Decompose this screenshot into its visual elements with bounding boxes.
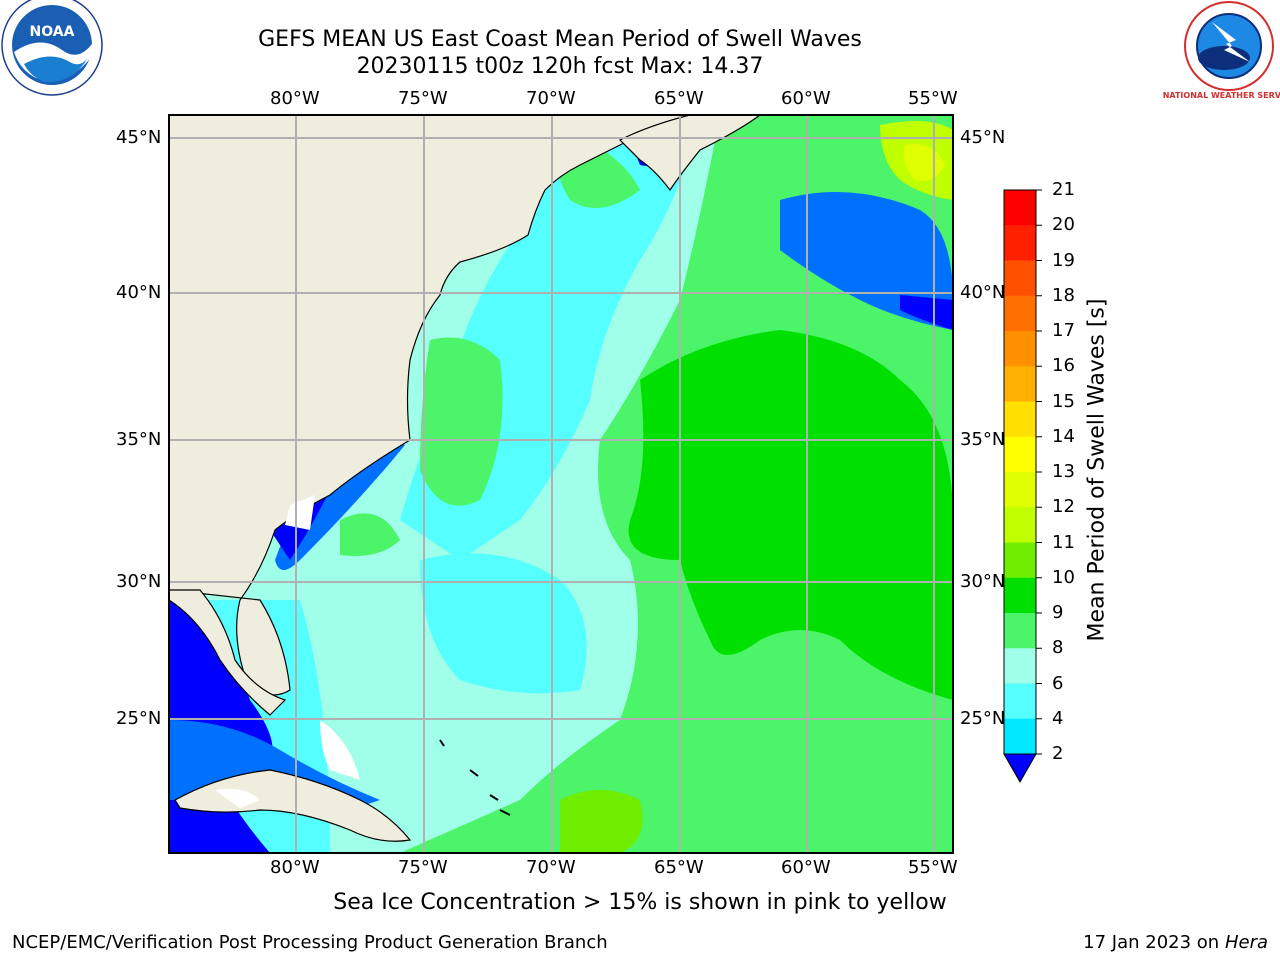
colorbar-tick-label: 20: [1052, 214, 1075, 236]
map-title: GEFS MEAN US East Coast Mean Period of S…: [258, 27, 862, 52]
colorbar-bin: [1004, 260, 1036, 297]
colorbar-bin: [1004, 542, 1036, 579]
colorbar-tick-label: 21: [1052, 179, 1075, 200]
colorbar-bin: [1004, 507, 1036, 543]
colorbar-bin: [1004, 613, 1036, 649]
lat-label-35n-right: 35°N: [960, 429, 1006, 450]
lat-label-25n-right: 25°N: [960, 708, 1006, 729]
footer-date-text: 17 Jan 2023 on: [1083, 932, 1220, 953]
lat-label-40n-right: 40°N: [960, 282, 1006, 303]
graticule: [169, 115, 953, 853]
colorbar-tick-label: 9: [1052, 602, 1064, 623]
lon-label-65w-top: 65°W: [654, 88, 704, 109]
footer-credit: NCEP/EMC/Verification Post Processing Pr…: [12, 932, 608, 953]
colorbar-bin: [1004, 683, 1036, 720]
noaa-logo-text: NOAA: [30, 24, 75, 40]
footer-machine: Hera: [1224, 932, 1268, 953]
lon-label-70w-top: 70°W: [526, 88, 576, 109]
colorbar-tick-label: 14: [1052, 425, 1075, 447]
colorbar-bin: [1004, 718, 1036, 755]
colorbar-tick-label: 13: [1052, 461, 1075, 482]
colorbar-tick-label: 18: [1052, 284, 1075, 306]
colorbar-tick-label: 4: [1052, 707, 1064, 729]
colorbar-tick-label: 6: [1052, 672, 1064, 694]
lon-label-55w-top: 55°W: [908, 88, 958, 109]
nws-logo-text: NATIONAL WEATHER SERVICE: [1163, 91, 1280, 100]
lat-label-30n-left: 30°N: [116, 571, 162, 592]
colorbar-bin: [1004, 436, 1036, 473]
lon-label-60w-top: 60°W: [781, 88, 831, 109]
map-frame: [168, 114, 954, 854]
lon-label-70w-bottom: 70°W: [526, 857, 576, 878]
colorbar-tick-label: 16: [1052, 355, 1075, 377]
colorbar-bin: [1004, 331, 1036, 367]
lon-label-65w-bottom: 65°W: [654, 857, 704, 878]
colorbar-bin: [1004, 190, 1036, 226]
lon-label-55w-bottom: 55°W: [908, 857, 958, 878]
lon-label-80w-bottom: 80°W: [270, 857, 320, 878]
lon-label-75w-bottom: 75°W: [398, 857, 448, 878]
colorbar-title: Mean Period of Swell Waves [s]: [1084, 298, 1110, 642]
colorbar-bin: [1004, 366, 1036, 402]
lat-label-30n-right: 30°N: [960, 571, 1006, 592]
lon-label-75w-top: 75°W: [398, 88, 448, 109]
swell-period-field: [169, 115, 953, 853]
colorbar-tick-label: 17: [1052, 320, 1075, 341]
colorbar-bin: [1004, 577, 1036, 614]
lon-label-60w-bottom: 60°W: [781, 857, 831, 878]
colorbar-bin: [1004, 472, 1036, 508]
noaa-logo-icon: NOAA: [1, 0, 103, 96]
colorbar-underflow-triangle: [1003, 753, 1037, 784]
map-subtitle: 20230115 t00z 120h fcst Max: 14.37: [356, 54, 764, 79]
lat-label-35n-left: 35°N: [116, 429, 162, 450]
lat-label-25n-left: 25°N: [116, 708, 162, 729]
lon-label-80w-top: 80°W: [270, 88, 320, 109]
colorbar-tick-label: 12: [1052, 496, 1075, 518]
sea-ice-note: Sea Ice Concentration > 15% is shown in …: [333, 890, 947, 915]
colorbar-tick-label: 2: [1052, 743, 1064, 764]
colorbar-tick-label: 8: [1052, 637, 1064, 659]
colorbar-tick-label: 19: [1052, 249, 1075, 271]
colorbar-bin: [1004, 401, 1036, 438]
colorbar-tick-label: 15: [1052, 390, 1075, 412]
nws-logo-icon: NATIONAL WEATHER SERVICE: [1163, 0, 1280, 100]
lat-label-45n-left: 45°N: [116, 127, 162, 148]
colorbar-bin: [1004, 225, 1036, 261]
colorbar-bin: [1004, 295, 1036, 332]
colorbar-bin: [1004, 648, 1036, 684]
footer-date: 17 Jan 2023 on Hera: [1083, 932, 1268, 953]
colorbar-tick-label: 10: [1052, 566, 1075, 588]
lat-label-40n-left: 40°N: [116, 282, 162, 303]
lat-label-45n-right: 45°N: [960, 127, 1006, 148]
colorbar: [1003, 189, 1042, 784]
colorbar-tick-label: 11: [1052, 531, 1075, 553]
